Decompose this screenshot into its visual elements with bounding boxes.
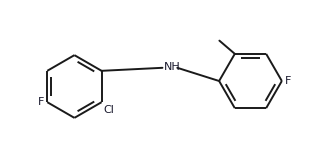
Text: F: F xyxy=(37,97,44,107)
Text: Cl: Cl xyxy=(103,105,114,115)
Text: NH: NH xyxy=(164,62,180,72)
Text: F: F xyxy=(285,76,291,86)
